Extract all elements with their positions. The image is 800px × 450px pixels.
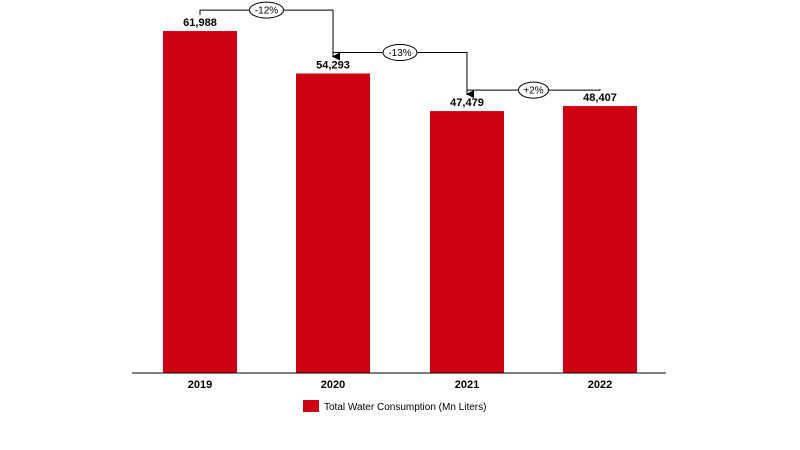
bar-2022	[563, 105, 637, 373]
legend: Total Water Consumption (Mn Liters)	[303, 400, 486, 413]
x-tick-label: 2019	[188, 379, 212, 391]
bar-data-label: 48,407	[583, 92, 617, 104]
x-tick-label: 2021	[455, 379, 479, 391]
bar-data-label: 61,988	[183, 17, 217, 29]
bar-data-label: 47,479	[450, 97, 484, 109]
legend-swatch	[303, 400, 319, 412]
x-tick-labels: 2019 2020 2021 2022	[188, 379, 612, 391]
change-badge	[249, 1, 284, 19]
bar-2021	[430, 111, 504, 374]
change-badge	[518, 81, 549, 99]
change-badge	[382, 44, 418, 62]
legend-label: Total Water Consumption (Mn Liters)	[324, 402, 486, 413]
bars	[163, 31, 637, 374]
change-label: -13%	[388, 48, 411, 59]
change-connectors: -12% -13% +2%	[199, 1, 601, 99]
change-label: +2%	[523, 86, 543, 97]
x-tick-label: 2020	[321, 379, 345, 391]
bar-2020	[296, 73, 370, 373]
bar-2019	[163, 31, 237, 373]
bar-data-labels: 61,988 54,293 47,479 48,407	[183, 17, 617, 109]
x-tick-label: 2022	[588, 379, 612, 391]
change-label: -12%	[255, 6, 278, 17]
bar-data-label: 54,293	[316, 60, 350, 72]
